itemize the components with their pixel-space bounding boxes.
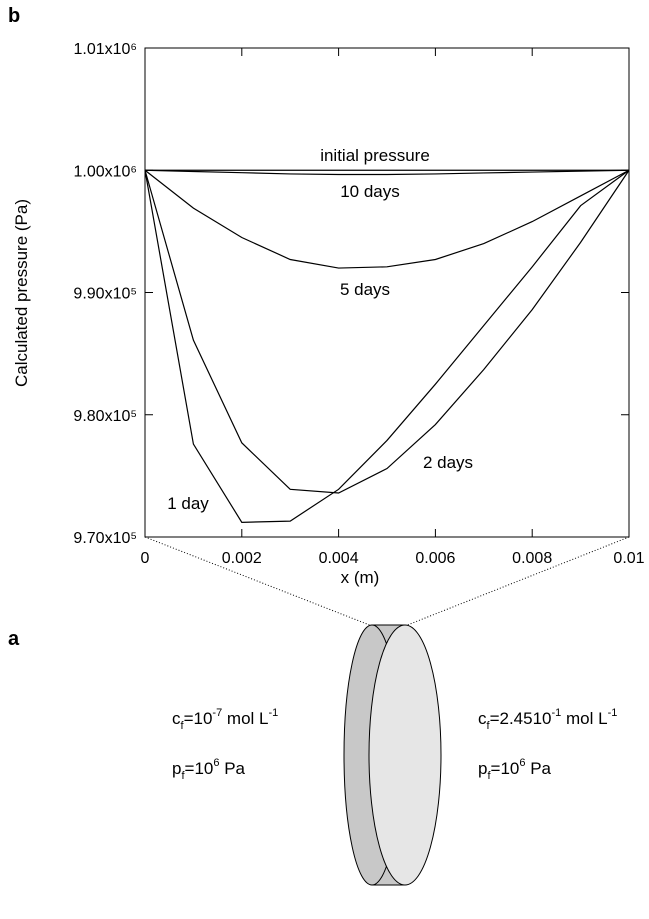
curve-label: initial pressure bbox=[320, 146, 430, 165]
connector bbox=[404, 536, 630, 627]
x-tick-label: 0.006 bbox=[415, 550, 455, 567]
panel-label: a bbox=[8, 628, 20, 650]
y-axis-title: Calculated pressure (Pa) bbox=[12, 199, 31, 387]
right-concentration: cf=2.4510-1 mol L-1 bbox=[478, 707, 617, 732]
disc bbox=[343, 624, 442, 886]
x-tick-label: 0 bbox=[141, 550, 150, 567]
y-tick-label: 1.00x10⁶ bbox=[73, 163, 137, 180]
curve-label: 10 days bbox=[340, 182, 400, 201]
series-line bbox=[144, 169, 630, 523]
curve-label: 2 days bbox=[423, 453, 473, 472]
y-tick-label: 9.70x10⁵ bbox=[73, 530, 137, 547]
x-tick-label: 0.01 bbox=[613, 550, 644, 567]
x-tick-label: 0.004 bbox=[319, 550, 359, 567]
x-tick-label: 0.002 bbox=[222, 550, 262, 567]
y-tick-label: 9.80x10⁵ bbox=[73, 408, 137, 425]
series-line bbox=[144, 169, 630, 176]
y-tick-label: 1.01x10⁶ bbox=[73, 41, 137, 58]
y-tick-label: 9.90x10⁵ bbox=[73, 286, 137, 303]
series-line bbox=[144, 169, 630, 494]
curve-label: 1 day bbox=[167, 494, 209, 513]
series-line bbox=[144, 169, 630, 269]
curve-label: 5 days bbox=[340, 280, 390, 299]
x-axis-title: x (m) bbox=[341, 568, 380, 587]
panel-label: b bbox=[8, 5, 20, 27]
x-tick-label: 0.008 bbox=[512, 550, 552, 567]
disc-front bbox=[368, 624, 442, 886]
left-pressure: pf=106 Pa bbox=[172, 757, 246, 782]
right-pressure: pf=106 Pa bbox=[478, 757, 552, 782]
left-concentration: cf=10-7 mol L-1 bbox=[172, 707, 278, 732]
